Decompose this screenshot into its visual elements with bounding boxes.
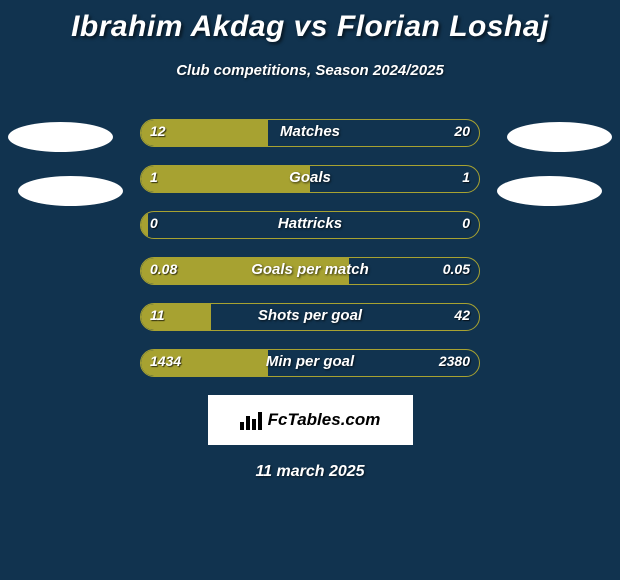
row-label: Shots per goal	[140, 307, 480, 324]
fctables-logo: FcTables.com	[208, 395, 413, 445]
comparison-row: 14342380Min per goal	[0, 349, 620, 381]
comparison-chart: 1220Matches 11Goals 00Hattricks 0.080.05Goa…	[0, 119, 620, 381]
page-subtitle: Club competitions, Season 2024/2025	[0, 62, 620, 79]
row-label: Goals per match	[140, 261, 480, 278]
row-label: Min per goal	[140, 353, 480, 370]
row-label: Goals	[140, 169, 480, 186]
date-label: 11 march 2025	[0, 463, 620, 481]
comparison-row: 11Goals	[0, 165, 620, 197]
comparison-row: 00Hattricks	[0, 211, 620, 243]
row-label: Matches	[140, 123, 480, 140]
bar-chart-icon	[240, 410, 262, 430]
row-label: Hattricks	[140, 215, 480, 232]
comparison-row: 1142Shots per goal	[0, 303, 620, 335]
page-title: Ibrahim Akdag vs Florian Loshaj	[0, 0, 620, 44]
comparison-row: 1220Matches	[0, 119, 620, 151]
logo-text: FcTables.com	[268, 410, 381, 430]
comparison-row: 0.080.05Goals per match	[0, 257, 620, 289]
